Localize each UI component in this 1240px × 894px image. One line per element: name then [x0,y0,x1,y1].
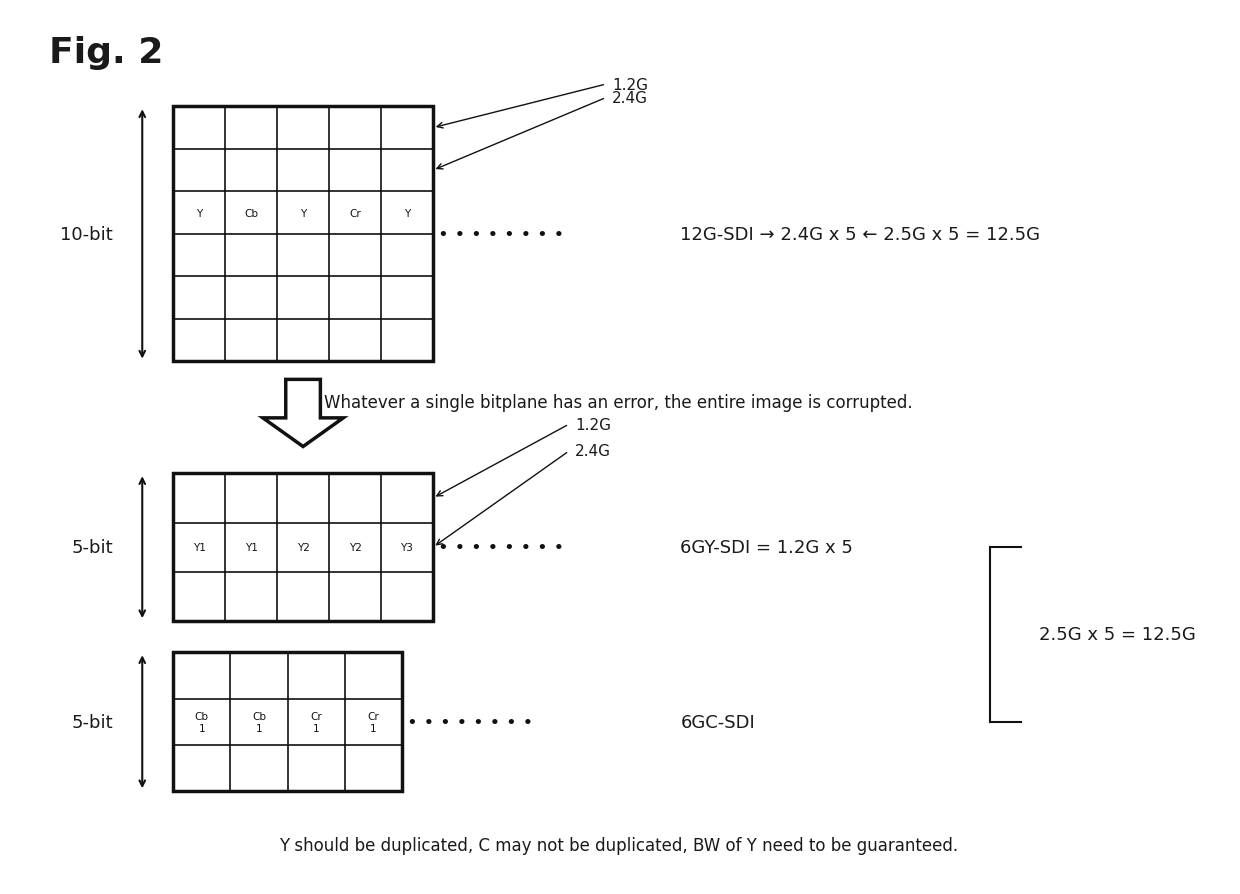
Text: 5-bit: 5-bit [72,538,114,557]
Text: 12G-SDI → 2.4G x 5 ← 2.5G x 5 = 12.5G: 12G-SDI → 2.4G x 5 ← 2.5G x 5 = 12.5G [681,225,1040,244]
Text: Cb
1: Cb 1 [252,711,267,733]
Text: • • • • • • • •: • • • • • • • • [438,538,564,557]
Bar [174,474,433,621]
Text: Y1: Y1 [244,543,258,552]
Text: 5-bit: 5-bit [72,713,114,731]
Text: Cb
1: Cb 1 [195,711,208,733]
Text: Cb: Cb [244,208,258,218]
Text: Y1: Y1 [192,543,206,552]
Text: • • • • • • • •: • • • • • • • • [407,713,533,731]
Text: Y3: Y3 [401,543,413,552]
Text: 2.4G: 2.4G [613,91,649,105]
Text: Y2: Y2 [296,543,310,552]
Text: Fig. 2: Fig. 2 [50,36,164,70]
Text: Whatever a single bitplane has an error, the entire image is corrupted.: Whatever a single bitplane has an error,… [324,393,913,411]
Text: Y: Y [404,208,410,218]
Polygon shape [263,380,343,447]
Text: 6GC-SDI: 6GC-SDI [681,713,755,731]
Text: 6GY-SDI = 1.2G x 5: 6GY-SDI = 1.2G x 5 [681,538,853,557]
Text: Cr
1: Cr 1 [310,711,322,733]
Bar [174,653,402,791]
Text: Y: Y [300,208,306,218]
Text: • • • • • • • •: • • • • • • • • [438,225,564,244]
Text: Cr
1: Cr 1 [367,711,379,733]
Text: Y2: Y2 [348,543,361,552]
Bar [174,107,433,362]
Text: 1.2G: 1.2G [575,417,611,432]
Text: 2.4G: 2.4G [575,444,611,459]
Text: 2.5G x 5 = 12.5G: 2.5G x 5 = 12.5G [1039,626,1195,644]
Text: Cr: Cr [350,208,361,218]
Text: Y should be duplicated, C may not be duplicated, BW of Y need to be guaranteed.: Y should be duplicated, C may not be dup… [279,836,959,854]
Text: 10-bit: 10-bit [61,225,113,244]
Text: 1.2G: 1.2G [613,78,649,92]
Text: Y: Y [196,208,202,218]
